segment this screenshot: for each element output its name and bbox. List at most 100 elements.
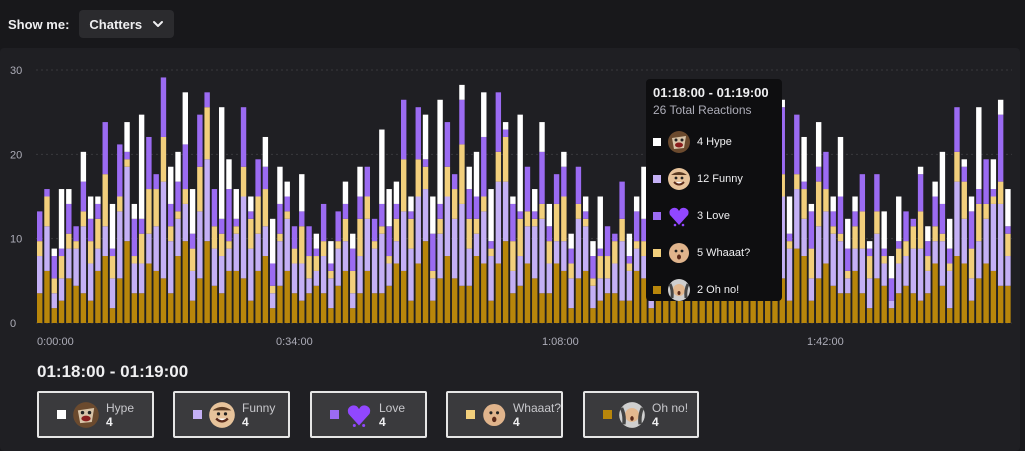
bar-segment (182, 144, 188, 190)
bar-segment (837, 241, 844, 294)
reactions-chart[interactable]: 0 10 20 30 0:00:00 0:34:00 1:08:00 1:42:00 (0, 48, 1020, 348)
bar-segment (138, 114, 145, 219)
bar-segment (138, 233, 145, 264)
bar-segment (1005, 233, 1011, 257)
ohno-emote-icon (619, 401, 645, 428)
bar-segment (219, 233, 225, 257)
legend-funny[interactable]: Funny 4 (173, 391, 290, 438)
bar-segment (466, 189, 472, 219)
bar-segment (66, 278, 72, 323)
tooltip-row-whaaat: 5 Whaaat? (653, 234, 775, 271)
bar-segment (269, 285, 276, 294)
bar-segment (481, 136, 487, 197)
y-tick-label: 0 (10, 318, 16, 330)
bar-segment (997, 99, 1004, 115)
bar-segment (109, 248, 116, 257)
bar-segment (255, 270, 261, 323)
legend-count: 4 (652, 414, 659, 429)
bar-segment (823, 263, 829, 323)
bar-segment (815, 122, 822, 167)
bar-segment (350, 308, 356, 323)
bar-segment (328, 278, 334, 309)
bar-segment (866, 278, 873, 309)
swatch (57, 410, 66, 419)
legend-ohno[interactable]: Oh no! 4 (583, 391, 699, 438)
bar-segment (379, 203, 385, 227)
bar-segment (226, 189, 232, 242)
bar-segment (371, 241, 378, 249)
bar-segment (437, 233, 443, 279)
bar-segment (379, 293, 385, 323)
bar-segment (80, 181, 87, 212)
bar-segment (146, 263, 152, 323)
bar-segment (313, 233, 320, 249)
bar-segment (66, 203, 72, 234)
bar-segment (175, 256, 181, 323)
bar-segment (37, 211, 43, 242)
bar-segment (44, 226, 50, 271)
bar-segment (575, 203, 582, 219)
bar-segment (502, 129, 509, 137)
bar-segment (80, 226, 87, 294)
bar-segment (968, 211, 975, 249)
bar-segment (430, 300, 436, 323)
legend-hype[interactable]: Hype 4 (37, 391, 154, 438)
bar-segment (124, 166, 130, 242)
bar-segment (932, 196, 938, 227)
bar-segment (619, 241, 625, 301)
bar-segment (80, 293, 87, 323)
bar-segment (342, 181, 349, 204)
bar-segment (597, 300, 603, 323)
bar-segment (269, 218, 276, 264)
bar-segment (138, 263, 145, 294)
chart-tooltip: 01:18:00 - 01:19:00 26 Total Reactions 4… (646, 79, 782, 301)
bar-segment (466, 166, 472, 190)
bar-segment (342, 203, 349, 219)
bar-segment (532, 211, 538, 219)
bar-segment (524, 211, 531, 227)
legend-count: 4 (379, 414, 386, 429)
bar-segment (947, 248, 953, 264)
bar-segment (510, 196, 516, 204)
bar-segment (102, 226, 108, 257)
bar-segment (757, 285, 764, 323)
bar-segment (393, 241, 400, 264)
filter-bar: Show me: Chatters (8, 10, 175, 38)
bar-segment (517, 114, 523, 212)
bar-segment (510, 293, 516, 323)
bar-segment (801, 256, 807, 323)
bar-segment (248, 218, 254, 249)
legend-whaaat[interactable]: Whaaat? 4 (446, 391, 563, 438)
bar-segment (524, 263, 531, 323)
bar-segment (866, 308, 873, 323)
bar-segment (910, 248, 916, 294)
chatters-dropdown[interactable]: Chatters (79, 10, 175, 38)
bar-segment (473, 196, 480, 219)
bar-segment (481, 196, 487, 212)
x-tick-label: 1:08:00 (542, 336, 579, 348)
bar-segment (437, 99, 443, 204)
bar-segment (830, 233, 836, 286)
bar-segment (335, 285, 341, 323)
bar-segment (495, 151, 502, 182)
bar-segment (481, 211, 487, 264)
bar-segment (204, 92, 210, 108)
bar-segment (451, 278, 458, 323)
legend-love[interactable]: Love 4 (310, 391, 427, 438)
bar-segment (109, 278, 116, 309)
bar-segment (320, 203, 327, 242)
bar-segment (364, 218, 370, 271)
tooltip-row-love: 3 Love (653, 197, 775, 234)
bar-segment (386, 285, 392, 323)
bar-segment (299, 226, 305, 264)
bar-segment (415, 196, 421, 264)
bar-segment (284, 218, 290, 271)
legend-name: Oh no! (652, 400, 689, 415)
bar-segment (248, 196, 254, 212)
bar-segment (896, 241, 902, 249)
bar-segment (801, 218, 807, 257)
bar-segment (138, 293, 145, 323)
bar-segment (291, 248, 298, 264)
bar-segment (983, 218, 989, 264)
bar-segment (917, 166, 924, 175)
